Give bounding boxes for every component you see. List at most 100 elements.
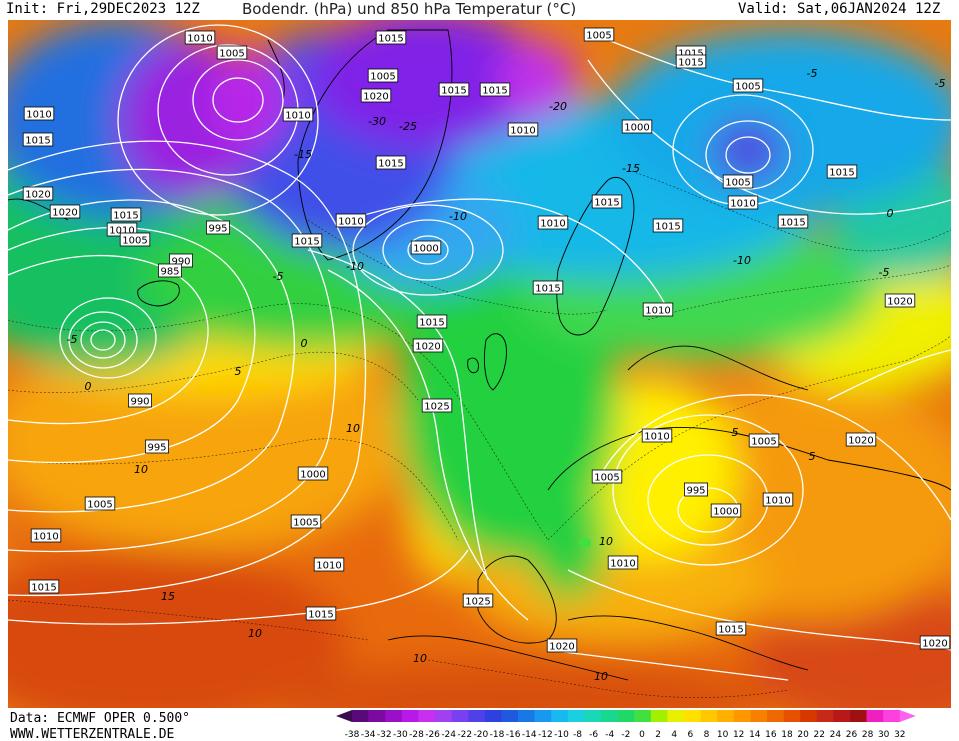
colorbar-tick-label: -8	[573, 730, 582, 740]
colorbar-tick-label: 26	[846, 730, 858, 740]
temperature-label: -15	[294, 148, 312, 161]
data-source: Data: ECMWF OPER 0.500°	[10, 711, 191, 726]
isobar-value: 1015	[718, 625, 743, 636]
isobar-label: 1010	[727, 195, 759, 210]
isobar-label: 1000	[410, 240, 442, 255]
isobar-label: 1005	[119, 232, 151, 247]
isobars	[8, 24, 951, 681]
isobar-value: 1010	[510, 126, 535, 137]
colorbar-cell	[667, 710, 685, 722]
isobar-value: 1010	[26, 110, 51, 121]
website: WWW.WETTERZENTRALE.DE	[10, 727, 175, 741]
isobar-label: 995	[205, 220, 230, 235]
isobar-label: 1005	[722, 174, 754, 189]
isobar-label: 1005	[732, 78, 764, 93]
isobar-label: 1015	[416, 314, 448, 329]
temperature-contours	[8, 169, 951, 698]
isobar-value: 1005	[586, 31, 611, 42]
isobar-label: 1015	[777, 214, 809, 229]
isobar-label: 1020	[412, 338, 444, 353]
colorbar-tick-label: -34	[361, 730, 376, 740]
isobar-label: 1025	[462, 593, 494, 608]
isobar-value: 1020	[363, 92, 388, 103]
temperature-label: 5	[809, 450, 816, 463]
colorbar-cell	[601, 710, 618, 722]
isobar-label: 1005	[748, 433, 780, 448]
isobar-value: 995	[208, 224, 227, 235]
temperature-label: 10	[134, 463, 148, 476]
isobar-label: 1010	[641, 428, 673, 443]
isobar-value: 1015	[482, 86, 507, 97]
colorbar-tick-label: -18	[490, 730, 505, 740]
colorbar-cell	[800, 710, 818, 722]
isobar-label: 1025	[421, 398, 453, 413]
isobar-label: 1010	[762, 492, 794, 507]
colorbar-cell	[717, 710, 735, 722]
colorbar-cell	[783, 710, 801, 722]
temperature-labels: -15-10 -10-15-5-5-5-500-50551010101015101…	[67, 67, 946, 683]
colorbar-cell	[385, 710, 403, 722]
isobar-label: 1015	[479, 82, 511, 97]
isobar-value: 1020	[848, 436, 873, 447]
colorbar-tick-label: -32	[377, 730, 392, 740]
colorbar-cell	[534, 710, 552, 722]
colorbar-tick-label: 18	[781, 730, 793, 740]
isobar-label: 1015	[291, 233, 323, 248]
isobar-value: 1005	[594, 473, 619, 484]
colorbar-cell	[484, 710, 502, 722]
temperature-label: 10	[346, 422, 360, 435]
colorbar-cell	[617, 710, 635, 722]
isobar-value: 1010	[109, 226, 134, 237]
colorbar-cell	[418, 710, 436, 722]
colorbar-tick-label: -2	[621, 730, 630, 740]
isobar-label: 1015	[532, 280, 564, 295]
temperature-label: -30	[368, 115, 386, 128]
colorbar-tick-label: -10	[554, 730, 569, 740]
isobar-value: 1000	[300, 470, 325, 481]
colorbar-tick-label: -22	[457, 730, 472, 740]
colorbar-tick-label: -38	[345, 730, 360, 740]
isobar-value: 995	[686, 486, 705, 497]
colorbar-max-arrow	[899, 710, 916, 722]
isobar-label: 1015	[22, 132, 54, 147]
colorbar-cell	[650, 710, 668, 722]
isobar-label: 1005	[216, 45, 248, 60]
temperature-label: -5	[273, 270, 284, 283]
colorbar-min-arrow	[336, 710, 352, 722]
isobar-value: 1010	[645, 306, 670, 317]
temperature-label: -10	[733, 254, 751, 267]
colorbar-tick-label: 32	[894, 730, 905, 740]
isobar-value: 1010	[338, 217, 363, 228]
isobar-label: 1020	[22, 186, 54, 201]
isobar-value: 1020	[25, 190, 50, 201]
isobar-value: 1020	[415, 342, 440, 353]
colorbar-tick-label: 6	[687, 730, 693, 740]
isobar-value: 1020	[887, 297, 912, 308]
isobar-value: 1015	[308, 610, 333, 621]
isobar-value: 1020	[52, 208, 77, 219]
colorbar-tick-label: 12	[733, 730, 744, 740]
colorbar-cell	[401, 710, 419, 722]
temperature-label: -20	[549, 100, 567, 113]
colorbar-tick-label: -30	[393, 730, 408, 740]
isobar-value: 1010	[316, 561, 341, 572]
colorbar-cell	[816, 710, 834, 722]
isobar-value: 1020	[549, 642, 574, 653]
colorbar-tick-label: -24	[441, 730, 456, 740]
isobar-value: 1005	[293, 518, 318, 529]
colorbar-tick-label: 30	[878, 730, 890, 740]
temperature-label: -15	[622, 162, 640, 175]
isobar-label: 1020	[884, 293, 916, 308]
colorbar-tick-label: -16	[506, 730, 521, 740]
isobar-label: 1010	[642, 302, 674, 317]
colorbar-tick-label: 22	[814, 730, 825, 740]
coastlines	[8, 29, 951, 681]
colorbar-cell	[850, 710, 867, 722]
isobar-label: 1010	[282, 107, 314, 122]
isobar-value: 1010	[730, 199, 755, 210]
isobar-value: 1015	[678, 49, 703, 60]
isobar-value: 1010	[765, 496, 790, 507]
isobar-value: 1010	[187, 34, 212, 45]
isobar-value: 1025	[424, 402, 449, 413]
